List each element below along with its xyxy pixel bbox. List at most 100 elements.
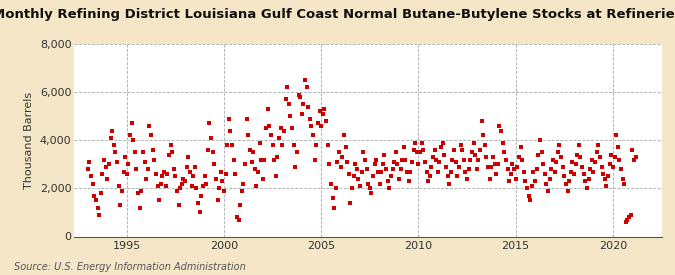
Point [293, 92, 304, 97]
Point [111, 160, 122, 164]
Point [170, 174, 181, 178]
Point [596, 164, 607, 169]
Point [398, 145, 409, 150]
Point [324, 162, 335, 166]
Point [590, 160, 601, 164]
Point [263, 107, 273, 111]
Point [364, 186, 375, 191]
Point [333, 150, 344, 155]
Point [374, 182, 385, 186]
Point [265, 133, 276, 138]
Point [281, 85, 292, 90]
Point [450, 160, 461, 164]
Point [494, 124, 505, 128]
Point [196, 193, 207, 198]
Point [125, 133, 136, 138]
Point [558, 164, 568, 169]
Point [515, 145, 526, 150]
Point [244, 148, 255, 152]
Point [460, 169, 471, 174]
Point [429, 148, 440, 152]
Point [428, 155, 439, 159]
Point [601, 184, 612, 188]
Point [403, 179, 414, 183]
Point [376, 169, 387, 174]
Point [562, 189, 573, 193]
Point [382, 179, 393, 183]
Point [419, 160, 430, 164]
Point [510, 177, 521, 181]
Point [219, 189, 230, 193]
Point [86, 174, 97, 178]
Point [138, 150, 148, 155]
Point [627, 148, 638, 152]
Point [186, 184, 197, 188]
Point [306, 124, 317, 128]
Point [473, 157, 484, 162]
Point [360, 157, 371, 162]
Point [483, 164, 493, 169]
Point [599, 177, 610, 181]
Point [211, 177, 221, 181]
Point [583, 177, 594, 181]
Point [466, 150, 477, 155]
Point [308, 133, 319, 138]
Point [551, 160, 562, 164]
Point [575, 155, 586, 159]
Point [131, 167, 142, 171]
Point [470, 152, 481, 157]
Point [570, 162, 581, 166]
Point [128, 138, 138, 142]
Point [217, 179, 227, 183]
Point [182, 164, 192, 169]
Point [319, 107, 330, 111]
Point [126, 121, 137, 126]
Point [485, 177, 495, 181]
Point [207, 150, 218, 155]
Point [549, 169, 560, 174]
Point [552, 150, 563, 155]
Point [408, 148, 419, 152]
Point [321, 119, 331, 123]
Point [486, 164, 497, 169]
Point [269, 157, 279, 162]
Point [223, 116, 234, 121]
Point [288, 143, 299, 147]
Point [202, 148, 213, 152]
Point [335, 164, 346, 169]
Point [512, 164, 522, 169]
Point [517, 157, 528, 162]
Point [163, 152, 174, 157]
Point [287, 126, 298, 130]
Point [525, 198, 536, 203]
Point [176, 182, 187, 186]
Point [385, 174, 396, 178]
Point [431, 157, 441, 162]
Point [499, 150, 510, 155]
Point [457, 148, 468, 152]
Point [175, 186, 186, 191]
Point [622, 218, 633, 222]
Point [528, 169, 539, 174]
Point [603, 174, 614, 178]
Point [354, 184, 365, 188]
Point [194, 210, 205, 214]
Y-axis label: Thousand Barrels: Thousand Barrels [24, 92, 34, 189]
Point [546, 167, 557, 171]
Point [233, 218, 244, 222]
Point [381, 167, 392, 171]
Point [536, 150, 547, 155]
Point [523, 193, 534, 198]
Point [617, 177, 628, 181]
Point [539, 172, 550, 176]
Point [301, 85, 312, 90]
Point [90, 198, 101, 203]
Point [327, 196, 338, 200]
Point [249, 167, 260, 171]
Point [279, 128, 290, 133]
Point [105, 136, 116, 140]
Point [246, 160, 257, 164]
Point [141, 177, 152, 181]
Point [609, 155, 620, 159]
Point [95, 191, 106, 195]
